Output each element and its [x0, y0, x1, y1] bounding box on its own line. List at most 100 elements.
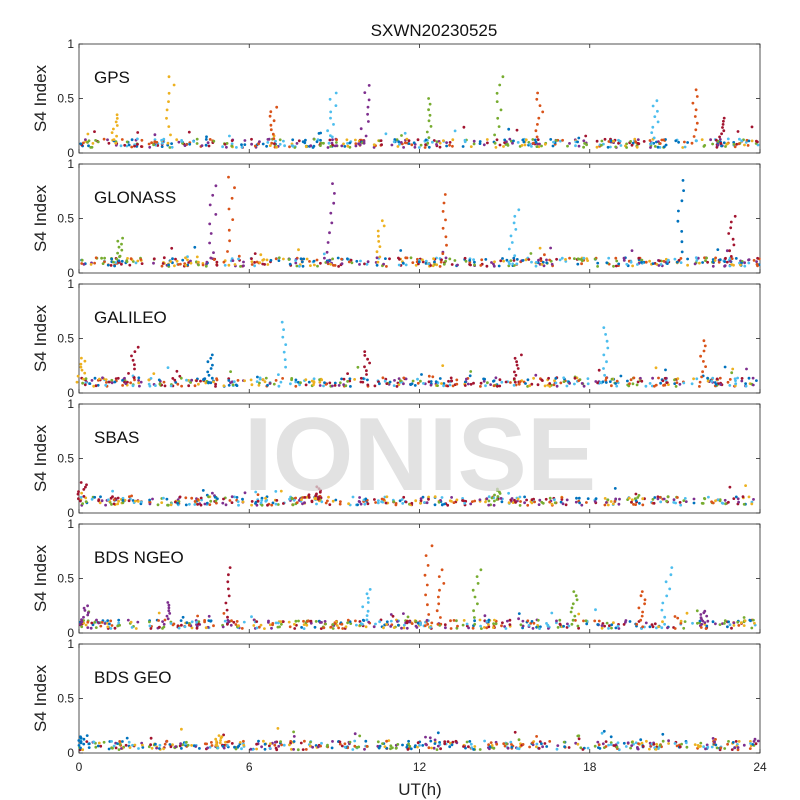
- scatter-point: [528, 384, 531, 388]
- scatter-point: [450, 379, 454, 383]
- scatter-point: [392, 500, 396, 503]
- scatter-point: [320, 741, 323, 745]
- spike-point: [231, 218, 235, 222]
- scatter-points: [78, 727, 760, 752]
- scatter-point: [101, 376, 104, 380]
- scatter-point: [316, 745, 320, 749]
- spike-point: [208, 222, 212, 226]
- scatter-point: [325, 745, 329, 748]
- spike-point: [227, 207, 231, 211]
- scatter-point: [242, 260, 245, 264]
- spike-point: [330, 135, 334, 139]
- scatter-point: [282, 139, 285, 143]
- scatter-point: [699, 741, 703, 745]
- scatter-point: [131, 384, 135, 388]
- scatter-point: [201, 489, 205, 492]
- scatter-point: [309, 621, 313, 625]
- scatter-point: [694, 256, 698, 259]
- scatter-point: [662, 497, 666, 501]
- scatter-point: [114, 261, 118, 264]
- scatter-point: [714, 256, 717, 260]
- spike-point: [365, 369, 368, 373]
- scatter-point: [586, 497, 590, 500]
- scatter-point: [402, 623, 406, 627]
- scatter-point: [443, 623, 447, 627]
- scatter-point: [118, 743, 122, 746]
- scatter-point: [179, 742, 183, 746]
- scatter-point: [432, 139, 436, 142]
- scatter-point: [558, 623, 562, 626]
- scatter-point: [444, 626, 447, 630]
- spike-point: [574, 594, 578, 598]
- scatter-point: [665, 499, 668, 503]
- scatter-point: [715, 145, 719, 149]
- scatter-point: [259, 501, 263, 505]
- scatter-point: [517, 738, 521, 742]
- scatter-point: [638, 501, 641, 505]
- scatter-point: [351, 495, 355, 499]
- scatter-point: [488, 745, 492, 749]
- scatter-point: [261, 258, 265, 262]
- scatter-point: [256, 375, 259, 379]
- scatter-point: [743, 264, 747, 268]
- scatter-point: [358, 734, 362, 738]
- scatter-point: [695, 139, 698, 143]
- scatter-point: [358, 143, 362, 147]
- scatter-point: [79, 746, 82, 750]
- scatter-point: [170, 246, 174, 250]
- scatter-point: [290, 378, 293, 382]
- spike-point: [722, 119, 725, 123]
- scatter-point: [505, 742, 508, 746]
- scatter-point: [535, 742, 539, 746]
- scatter-point: [658, 743, 662, 747]
- scatter-point: [381, 376, 385, 380]
- scatter-point: [106, 263, 110, 267]
- scatter-point: [610, 377, 614, 381]
- scatter-point: [641, 497, 645, 501]
- scatter-point: [521, 619, 525, 623]
- scatter-point: [363, 747, 366, 751]
- scatter-point: [433, 495, 437, 499]
- spike-point: [702, 360, 705, 363]
- scatter-point: [448, 141, 452, 144]
- spike-point: [84, 485, 87, 489]
- scatter-point: [710, 380, 714, 383]
- scatter-point: [507, 501, 511, 505]
- scatter-point: [601, 622, 605, 625]
- scatter-point: [255, 380, 259, 383]
- scatter-point: [153, 133, 157, 137]
- scatter-point: [577, 257, 581, 261]
- scatter-point: [724, 502, 727, 506]
- scatter-point: [207, 144, 211, 148]
- scatter-point: [429, 383, 433, 387]
- scatter-point: [529, 622, 533, 625]
- scatter-point: [318, 378, 321, 382]
- scatter-point: [210, 744, 214, 747]
- scatter-point: [518, 380, 522, 384]
- spike-point: [329, 116, 332, 120]
- scatter-point: [629, 140, 632, 143]
- scatter-point: [283, 144, 286, 148]
- scatter-point: [389, 747, 392, 751]
- scatter-point: [478, 142, 482, 146]
- scatter-point: [157, 619, 161, 622]
- scintillation-spike: [699, 609, 709, 626]
- scatter-point: [203, 502, 207, 506]
- spike-point: [656, 120, 660, 124]
- scatter-point: [110, 624, 114, 627]
- scatter-point: [255, 503, 259, 507]
- scatter-point: [306, 620, 309, 623]
- scatter-point: [645, 739, 648, 743]
- scatter-point: [726, 142, 729, 146]
- scatter-point: [471, 626, 475, 630]
- scatter-point: [473, 619, 476, 623]
- scatter-point: [483, 626, 486, 629]
- spike-point: [79, 365, 83, 369]
- figure-title: SXWN20230525: [371, 21, 498, 40]
- spike-point: [208, 241, 212, 245]
- scatter-point: [469, 382, 473, 386]
- scatter-point: [711, 737, 715, 740]
- scatter-point: [597, 619, 601, 623]
- scatter-point: [373, 498, 376, 501]
